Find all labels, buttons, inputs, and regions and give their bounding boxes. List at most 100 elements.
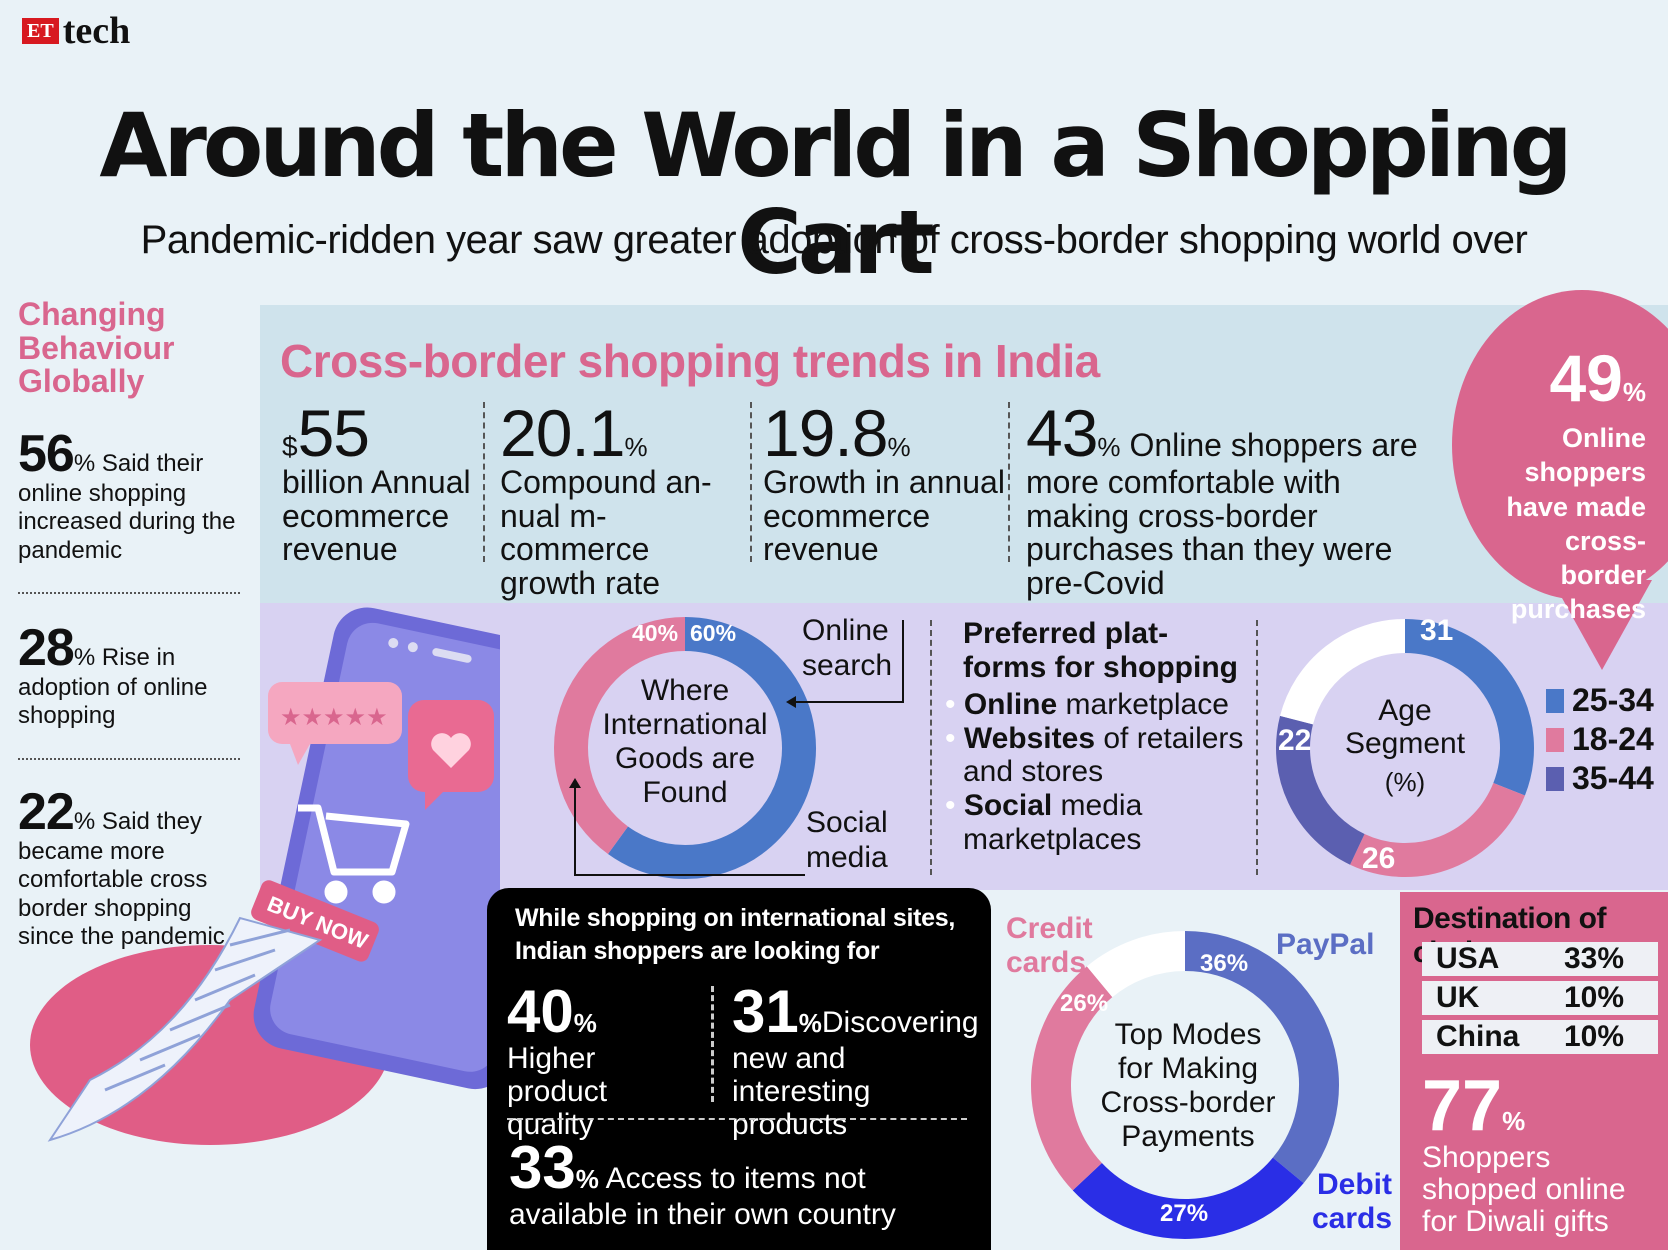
legend-item: 18-24 (1546, 720, 1654, 759)
destination-country: USA (1436, 942, 1500, 975)
india-stat-value: 20.1 (500, 396, 625, 470)
destination-share: 10% (1564, 981, 1625, 1014)
legend-label: 35-44 (1572, 760, 1654, 796)
india-stat-unit: % (887, 432, 911, 462)
slice-label-online-search: 60% (690, 620, 737, 646)
global-stat-unit: % (73, 450, 96, 477)
pay-slice-label-debit: 27% (1160, 1200, 1209, 1227)
divider (483, 402, 485, 562)
donut-slice-debit-cards (1072, 1157, 1304, 1239)
india-stat-unit: % (1097, 432, 1121, 462)
india-trends-title: Cross-border shopping trends in India (280, 335, 1100, 387)
destination-share: 10% (1564, 1020, 1625, 1053)
platforms-list: Preferred plat-forms for shopping • Onli… (945, 617, 1263, 856)
legend-item: 25-34 (1546, 681, 1654, 720)
review-bubble: ★★★★★ (268, 682, 402, 765)
donut-slice-online-search (608, 617, 816, 879)
divider (711, 986, 714, 1102)
india-trends-panel (260, 305, 1668, 603)
legend-label: 18-24 (1572, 721, 1654, 757)
looking-item-2: 31%Discovering new and interesting produ… (732, 982, 982, 1142)
donut-goods-found-center: Where International Goods are Found (602, 674, 768, 809)
looking-unit: % (573, 1008, 597, 1038)
destination-share: 33% (1564, 942, 1625, 975)
page-title: Around the World in a Shopping Cart (99, 94, 1572, 294)
highlight-blob (1452, 290, 1668, 600)
destination-row: UK 10% (1422, 981, 1658, 1015)
global-stat-2: 28% Rise in adoption of online shopping (18, 622, 248, 731)
global-stat-unit: % (73, 808, 96, 835)
donut-slice-credit-cards (1031, 966, 1113, 1191)
global-stat-text: Said their online shopping increased dur… (18, 450, 236, 564)
donut-goods-found (554, 617, 816, 879)
global-stat-text: Said they became more comfortable cross … (18, 808, 225, 950)
pay-slice-label-paypal: 36% (1200, 950, 1249, 977)
arrow-icon (569, 778, 581, 788)
global-stat-value: 56 (18, 425, 75, 483)
pay-label-credit: Credit cards (1006, 912, 1093, 979)
diwali-value: 77 (1422, 1066, 1503, 1146)
india-stat-value: 55 (297, 396, 370, 470)
donut-age-center-label: Age Segment (1344, 694, 1466, 760)
donut-slice-18-24 (1350, 782, 1525, 877)
heart-bubble (408, 700, 494, 810)
india-stat-unit: % (624, 432, 648, 462)
divider (930, 620, 932, 875)
pay-label-paypal: PayPal (1276, 928, 1375, 961)
looking-item-3: 33% Access to items not available in the… (509, 1138, 979, 1232)
global-stat-1: 56% Said their online shopping increased… (18, 428, 248, 565)
legend-item: 35-44 (1546, 759, 1654, 798)
global-title: Changing Behaviour Globally (18, 296, 175, 400)
india-stat-text: Compound an-nual m-commerce growth rate (500, 464, 712, 601)
phone-illustration: ★★★★★ BUY NOW (30, 607, 500, 1145)
donut-slice-paypal (1184, 931, 1339, 1184)
india-stat-4: 43% Online shoppers are more comfortable… (1026, 400, 1446, 600)
et-tech-logo: ET tech (22, 12, 130, 50)
india-stat-value: 43 (1026, 396, 1098, 470)
divider (18, 758, 240, 760)
looking-text: Higher product quality (507, 1042, 608, 1141)
highlight-unit: % (1622, 377, 1646, 407)
looking-text: Discovering new and interesting products (732, 1006, 979, 1141)
platform-item-rest: marketplace (1057, 688, 1229, 722)
legend-swatch (1546, 766, 1564, 791)
donut-age-segment-slices (1276, 619, 1534, 877)
donut-slice-25-34 (1404, 619, 1534, 796)
divider (1256, 620, 1258, 875)
diwali-stat: 77% Shoppers shopped online for Diwali g… (1422, 1070, 1662, 1238)
platforms-title: Preferred plat-forms for shopping (963, 617, 1238, 684)
platform-item: • Social media marketplaces (945, 788, 1143, 856)
donut-age-center-sub: (%) (1384, 767, 1426, 797)
destination-country: UK (1436, 981, 1480, 1014)
legend-swatch (1546, 688, 1564, 713)
india-stat-text: billion Annual ecommerce revenue (282, 464, 471, 568)
platform-item: • Online marketplace (945, 688, 1229, 722)
logo-tech: tech (62, 10, 131, 52)
donut-age-segment (1276, 619, 1534, 877)
india-stat-text: Growth in annual ecommerce revenue (763, 464, 1005, 568)
slice-label-social-media: 40% (632, 620, 679, 646)
india-stat-value: 19.8 (763, 396, 888, 470)
goods-label-online-search: Online search (802, 614, 893, 682)
age-slice-label-18-24: 26 (1362, 842, 1396, 875)
platform-item-bold: Online (963, 688, 1058, 722)
looking-value: 40 (507, 978, 574, 1045)
donut-slice-35-44 (1276, 715, 1366, 865)
donut-age-center: Age Segment (%) (1330, 694, 1480, 797)
heart-icon (431, 733, 471, 768)
looking-for-box: While shopping on international sites, I… (487, 888, 991, 1250)
global-stat-value: 28 (18, 619, 75, 677)
phone-body (253, 607, 500, 1090)
diwali-text: Shoppers shopped online for Diwali gifts (1422, 1141, 1626, 1239)
donut-slice-blank (1086, 931, 1186, 998)
india-stat-text: Online shoppers are more comfortable wit… (1026, 427, 1418, 601)
global-stat-text: Rise in adoption of online shopping (18, 644, 208, 730)
diwali-unit: % (1502, 1106, 1526, 1136)
india-stat-1: $55 billion Annual ecommerce revenue (282, 400, 482, 567)
connector-social-media (574, 788, 805, 876)
looking-value: 31 (732, 978, 799, 1045)
looking-value: 33 (509, 1134, 576, 1201)
looking-unit: % (575, 1164, 599, 1194)
legend-swatch (1546, 727, 1564, 752)
platform-item-bold: Social (963, 788, 1053, 822)
